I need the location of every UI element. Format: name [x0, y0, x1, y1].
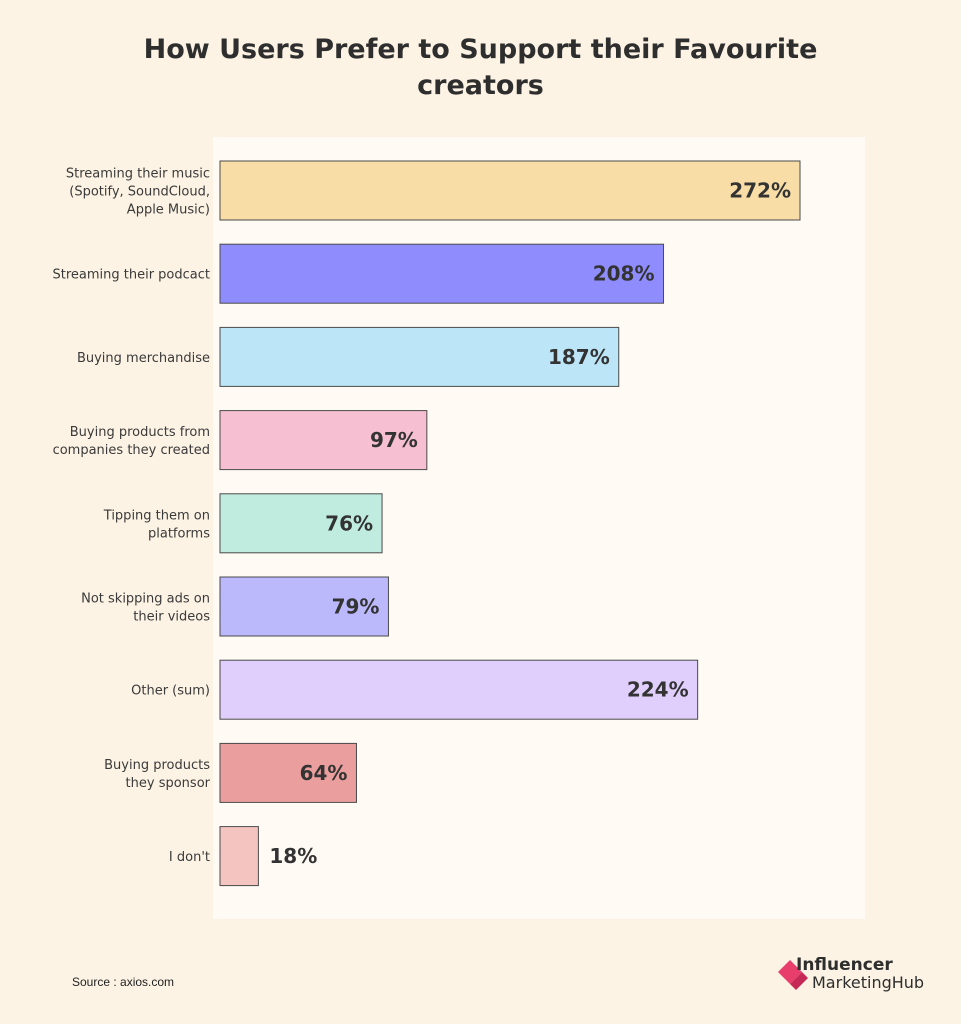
- logo-text-marketinghub: MarketingHub: [812, 973, 925, 992]
- chart-title: How Users Prefer to Support their Favour…: [0, 32, 961, 104]
- category-label-1-0: Streaming their podcact: [52, 268, 210, 283]
- bar-2: [219, 326, 620, 387]
- category-label-4-1: platforms: [148, 526, 210, 541]
- logo-mark-icon: [778, 960, 808, 990]
- bar-3: [219, 410, 428, 471]
- logo-text-influencer: Influencer: [796, 955, 893, 975]
- chart-title-line-1: How Users Prefer to Support their Favour…: [143, 34, 818, 65]
- bar-0: [219, 160, 801, 221]
- bar-6: [219, 659, 699, 720]
- category-label-7-0: Buying products: [104, 758, 210, 773]
- value-label-5: 79%: [332, 595, 380, 619]
- value-label-6: 224%: [627, 678, 689, 702]
- category-label-3-1: companies they created: [53, 443, 210, 458]
- value-label-1: 208%: [593, 262, 655, 286]
- category-label-0-0: Streaming their music: [66, 167, 210, 182]
- bar-8: [219, 826, 259, 887]
- value-label-8: 18%: [269, 844, 317, 868]
- value-label-0: 272%: [729, 179, 791, 203]
- category-label-0-2: Apple Music): [127, 203, 210, 218]
- category-label-5-1: their videos: [133, 610, 210, 625]
- category-label-7-1: they sponsor: [126, 776, 211, 791]
- value-label-4: 76%: [325, 511, 373, 535]
- category-label-6-0: Other (sum): [131, 684, 210, 699]
- bar-4: [219, 493, 383, 554]
- category-label-5-0: Not skipping ads on: [81, 592, 210, 607]
- bar-5: [219, 576, 389, 637]
- source-note: Source : axios.com: [72, 975, 175, 989]
- brand-logo: Influencer MarketingHub: [776, 955, 946, 996]
- category-label-2-0: Buying merchandise: [77, 351, 210, 366]
- category-label-3-0: Buying products from: [70, 425, 210, 440]
- category-label-0-1: (Spotify, SoundCloud,: [69, 185, 210, 200]
- category-label-8-0: I don't: [169, 850, 210, 865]
- value-label-2: 187%: [548, 345, 610, 369]
- bar-7: [219, 742, 357, 803]
- value-label-7: 64%: [300, 761, 348, 785]
- value-label-3: 97%: [370, 428, 418, 452]
- chart-title-line-2: creators: [417, 70, 544, 101]
- category-label-4-0: Tipping them on: [103, 508, 210, 523]
- bar-1: [219, 243, 665, 304]
